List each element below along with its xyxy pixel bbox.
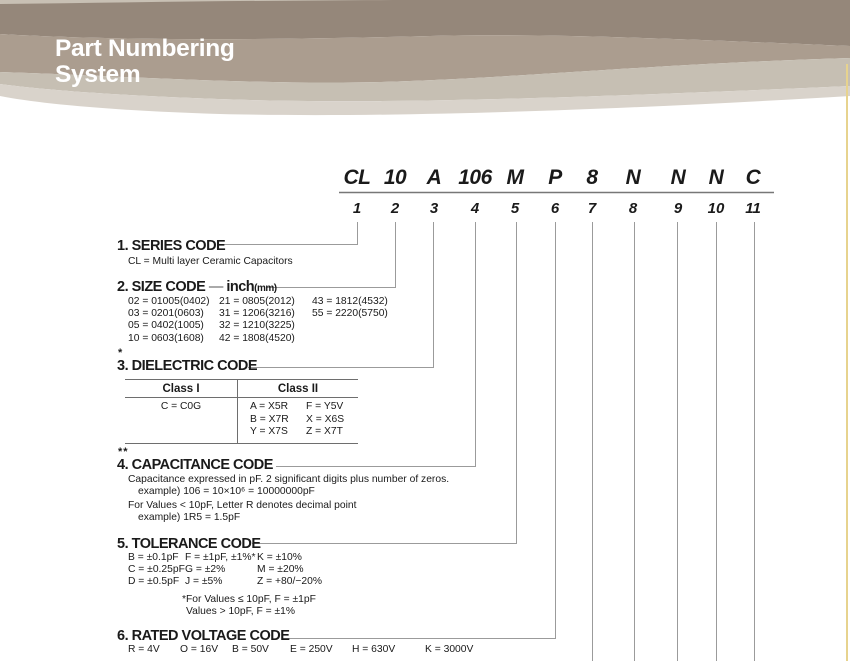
tolerance-code-list: B = ±0.1pF F = ±1pF, ±1%* K = ±10% C = ±… xyxy=(128,552,322,589)
class2-value: F = Y5V xyxy=(306,401,344,412)
size-code-item: 21 = 0805(2012) xyxy=(219,296,295,307)
position-number: 1 xyxy=(352,200,362,217)
size-code-item xyxy=(312,333,388,345)
capacitance-example2: example) 1R5 = 1.5pF xyxy=(138,512,241,523)
capacitance-code-title: 4. CAPACITANCE CODE xyxy=(117,457,273,473)
tolerance-item: B = ±0.1pF xyxy=(128,552,179,563)
capacitance-example1: example) 106 = 10×10⁶ = 10000000pF xyxy=(138,486,315,497)
dielectric-code-title: 3. DIELECTRIC CODE xyxy=(117,358,258,374)
tolerance-item: F = ±1pF, ±1%* xyxy=(185,552,256,563)
part-number-segment: N xyxy=(708,166,724,189)
position-number: 3 xyxy=(429,200,439,217)
page-title: Part Numbering System xyxy=(55,36,235,88)
voltage-code-title: 6. RATED VOLTAGE CODE xyxy=(117,628,290,644)
position-number: 2 xyxy=(390,200,400,217)
position-number: 11 xyxy=(745,200,761,217)
part-number-segment: 106 xyxy=(458,166,492,189)
size-code-item: 32 = 1210(3225) xyxy=(219,320,295,332)
position-number: 9 xyxy=(673,200,683,217)
page-header: Part Numbering System xyxy=(0,0,850,125)
size-code-list: 02 = 01005(0402) 21 = 0805(2012) 43 = 18… xyxy=(128,296,388,345)
tolerance-item: C = ±0.25pF xyxy=(128,564,185,576)
part-number-segment: N xyxy=(670,166,686,189)
page-title-line2: System xyxy=(55,61,141,88)
size-code-item: 03 = 0201(0603) xyxy=(128,308,204,320)
class1-value: C = C0G xyxy=(125,398,238,443)
position-number: 10 xyxy=(707,200,725,217)
class2-value: Z = X7T xyxy=(306,426,343,438)
size-code-unit: inch xyxy=(226,279,255,295)
position-number: 8 xyxy=(628,200,638,217)
size-code-item: 02 = 01005(0402) xyxy=(128,296,210,307)
voltage-code-list: R = 4V O = 16V B = 50V E = 250V H = 630V… xyxy=(128,644,473,656)
size-code-item: 05 = 0402(1005) xyxy=(128,320,204,332)
capacitance-line1: Capacitance expressed in pF. 2 significa… xyxy=(128,474,450,485)
tolerance-item: G = ±2% xyxy=(185,564,226,576)
dielectric-footnote-mark: * xyxy=(118,347,124,359)
size-code-unit-mm: (mm) xyxy=(254,283,277,294)
part-number-segment: M xyxy=(506,166,525,189)
capacitance-line2: For Values < 10pF, Letter R denotes deci… xyxy=(128,500,357,511)
tolerance-footnote2: Values > 10pF, F = ±1% xyxy=(186,606,296,617)
tolerance-code-title: 5. TOLERANCE CODE xyxy=(117,536,261,552)
dielectric-table-body: C = C0G A = X5R F = Y5V B = X7R X = X6S … xyxy=(125,398,358,443)
part-number-segment: P xyxy=(548,166,562,189)
class2-values: A = X5R F = Y5V B = X7R X = X6S Y = X7S … xyxy=(238,398,358,443)
voltage-item: E = 250V xyxy=(290,644,333,655)
dielectric-table-header: Class I Class II xyxy=(125,380,358,398)
class1-header: Class I xyxy=(125,380,238,397)
position-number: 6 xyxy=(550,200,560,217)
tolerance-item: D = ±0.5pF xyxy=(128,576,180,588)
dielectric-table: Class I Class II C = C0G A = X5R F = Y5V… xyxy=(125,379,358,444)
page-edge-accent xyxy=(846,64,848,661)
position-number: 4 xyxy=(470,200,480,217)
size-code-item xyxy=(312,320,388,332)
position-number: 7 xyxy=(587,200,597,217)
size-code-item: 42 = 1808(4520) xyxy=(219,332,295,344)
size-code-item: 10 = 0603(1608) xyxy=(128,332,204,344)
voltage-item: K = 3000V xyxy=(425,644,474,655)
class2-row: Y = X7S Z = X7T xyxy=(250,426,358,439)
size-code-item: 31 = 1206(3216) xyxy=(219,308,295,320)
class2-value: A = X5R xyxy=(250,401,289,412)
series-code-description: CL = Multi layer Ceramic Capacitors xyxy=(128,256,293,267)
voltage-item: R = 4V xyxy=(128,644,160,655)
part-number-segment: N xyxy=(625,166,641,189)
class2-header: Class II xyxy=(277,383,319,395)
series-code-title: 1. SERIES CODE xyxy=(117,238,226,254)
part-number-segment: 10 xyxy=(383,166,407,189)
size-code-title-text: 2. SIZE CODE xyxy=(117,279,206,295)
capacitance-footnote-mark: ** xyxy=(118,446,129,458)
size-code-dash: — xyxy=(208,279,224,295)
part-number-segment: A xyxy=(426,166,442,189)
class2-row: A = X5R F = Y5V xyxy=(250,401,358,414)
size-code-item: 43 = 1812(4532) xyxy=(312,296,388,307)
position-number: 5 xyxy=(510,200,520,217)
size-code-title: 2. SIZE CODE — inch(mm) xyxy=(117,279,277,295)
voltage-item: O = 16V xyxy=(180,644,219,655)
part-number-segment: CL xyxy=(343,166,372,189)
tolerance-item: M = ±20% xyxy=(257,564,304,576)
voltage-item: B = 50V xyxy=(232,644,269,655)
voltage-item: H = 630V xyxy=(352,644,396,655)
size-code-item: 55 = 2220(5750) xyxy=(312,308,388,320)
page-title-line1: Part Numbering xyxy=(55,35,235,62)
part-number-segment: 8 xyxy=(586,166,598,189)
class2-row: B = X7R X = X6S xyxy=(250,414,358,427)
tolerance-item: Z = +80/−20% xyxy=(257,576,322,588)
tolerance-item: J = ±5% xyxy=(185,576,223,588)
class2-value: Y = X7S xyxy=(250,426,288,438)
class2-value: B = X7R xyxy=(250,413,289,425)
tolerance-footnote1: *For Values ≤ 10pF, F = ±1pF xyxy=(182,594,316,605)
header-wave-background xyxy=(0,0,850,116)
part-number-segment: C xyxy=(745,166,761,189)
tolerance-item: K = ±10% xyxy=(257,552,302,563)
class2-value: X = X6S xyxy=(306,413,345,425)
